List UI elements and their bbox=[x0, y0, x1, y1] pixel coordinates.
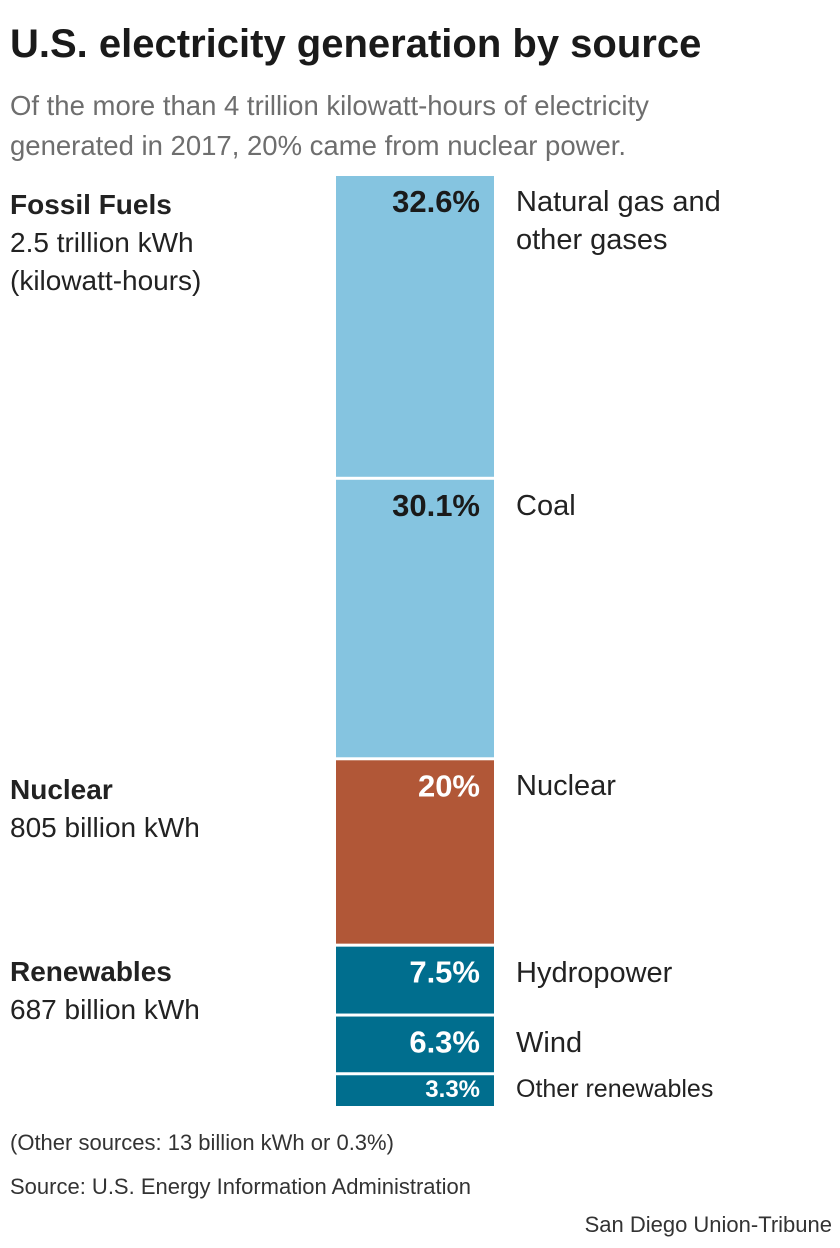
other-sources-note: (Other sources: 13 billion kWh or 0.3%) bbox=[10, 1130, 394, 1155]
bar-segment-nuclear bbox=[336, 760, 494, 944]
group-label-nuclear: Nuclear 805 billion kWh bbox=[10, 771, 200, 847]
source-note: Source: U.S. Energy Information Administ… bbox=[10, 1174, 471, 1199]
group-label-fossil-fuels: Fossil Fuels 2.5 trillion kWh (kilowatt-… bbox=[10, 186, 201, 300]
group-detail: 2.5 trillion kWh bbox=[10, 227, 194, 258]
publisher-credit: San Diego Union-Tribune bbox=[584, 1212, 832, 1237]
value-label: 3.3% bbox=[425, 1076, 480, 1103]
bar-segment-coal bbox=[336, 479, 494, 758]
value-label: 20% bbox=[418, 768, 480, 803]
category-label-line: Nuclear bbox=[516, 770, 616, 803]
category-label: Coal bbox=[516, 487, 576, 525]
group-name: Fossil Fuels bbox=[10, 189, 172, 220]
bar-segment-natural-gas-and-other-gases bbox=[336, 176, 494, 477]
category-label-line: Natural gas and bbox=[516, 186, 721, 218]
category-label-line: Hydropower bbox=[516, 956, 673, 989]
subtitle-line: Of the more than 4 trillion kilowatt-hou… bbox=[10, 90, 649, 121]
category-label: Wind bbox=[516, 1024, 582, 1062]
category-label-line: Coal bbox=[516, 489, 576, 522]
category-label-line: Other renewables bbox=[516, 1075, 714, 1104]
bar-segment-other-renewables bbox=[336, 1075, 494, 1106]
group-detail: (kilowatt-hours) bbox=[10, 265, 202, 296]
category-label: Hydropower bbox=[516, 954, 672, 992]
category-label: Nuclear bbox=[516, 767, 616, 805]
chart-subtitle: Of the more than 4 trillion kilowatt-hou… bbox=[10, 86, 820, 166]
category-label: Other renewables bbox=[516, 1074, 713, 1104]
group-label-renewables: Renewables 687 billion kWh bbox=[10, 953, 200, 1029]
group-name: Nuclear bbox=[10, 774, 113, 805]
chart-title: U.S. electricity generation by source bbox=[10, 22, 702, 66]
bar-segment-hydropower bbox=[336, 946, 494, 1014]
subtitle-line: generated in 2017, 20% came from nuclear… bbox=[10, 130, 627, 161]
value-label: 6.3% bbox=[409, 1025, 480, 1060]
value-label: 7.5% bbox=[409, 955, 480, 990]
bar-segment-wind bbox=[336, 1016, 494, 1073]
category-label-line: Wind bbox=[516, 1026, 583, 1059]
value-label: 30.1% bbox=[392, 488, 480, 523]
category-label: Natural gas and other gases bbox=[516, 183, 721, 259]
group-name: Renewables bbox=[10, 956, 172, 987]
category-label-line: other gases bbox=[516, 224, 668, 256]
group-detail: 687 billion kWh bbox=[10, 994, 200, 1025]
value-label: 32.6% bbox=[392, 184, 480, 219]
group-detail: 805 billion kWh bbox=[10, 812, 200, 843]
